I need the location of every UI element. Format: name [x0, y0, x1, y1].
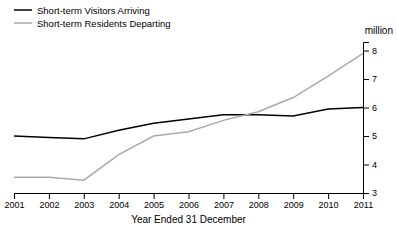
y-tick-mark	[363, 51, 369, 52]
x-tick-label: 2009	[284, 200, 304, 210]
x-tick-mark	[14, 193, 15, 199]
legend-label: Short-term Visitors Arriving	[37, 5, 150, 16]
x-axis: 2001 2002 2003 2004 2005 2006 2007 2008 2009 2010…	[4, 193, 373, 210]
x-tick-label: 2010	[319, 200, 339, 210]
x-tick-mark	[84, 193, 85, 199]
x-tick-mark	[293, 193, 294, 199]
x-tick: 2007	[214, 193, 234, 210]
x-tick-label: 2006	[179, 200, 199, 210]
y-tick-mark	[363, 79, 369, 80]
x-tick-label: 2007	[214, 200, 234, 210]
x-tick-mark	[154, 193, 155, 199]
x-tick: 2008	[249, 193, 269, 210]
chart: 2001 2002 2003 2004 2005 2006 2007 2008 2009 2010…	[0, 0, 397, 227]
y-tick-label: 4	[372, 160, 377, 170]
y-tick-label: 6	[372, 103, 377, 113]
x-tick: 2005	[144, 193, 164, 210]
x-tick: 2003	[74, 193, 94, 210]
legend-swatch	[14, 9, 32, 11]
lines	[14, 53, 363, 180]
x-tick: 2006	[179, 193, 199, 210]
x-tick: 2011	[354, 193, 373, 210]
x-axis-label: Year Ended 31 December	[131, 214, 246, 225]
legend-item: Short-term Residents Departing	[14, 18, 171, 29]
x-tick-label: 2003	[74, 200, 94, 210]
y-tick-mark	[363, 165, 369, 166]
y-tick: 4	[363, 160, 377, 170]
y-tick-label: 3	[372, 188, 377, 198]
x-tick-label: 2005	[144, 200, 164, 210]
y-tick-mark	[363, 193, 369, 194]
x-tick-label: 2008	[249, 200, 269, 210]
legend-swatch	[14, 22, 32, 24]
y-tick-mark	[363, 136, 369, 137]
x-tick: 2001	[4, 193, 24, 210]
y-tick-mark	[363, 108, 369, 109]
y-tick-label: 7	[372, 74, 377, 84]
x-tick: 2009	[284, 193, 304, 210]
x-tick-label: 2004	[109, 200, 129, 210]
y-tick: 7	[363, 74, 377, 84]
plot-area: 2001 2002 2003 2004 2005 2006 2007 2008 2009 2010…	[4, 43, 377, 211]
legend-item: Short-term Visitors Arriving	[14, 5, 150, 16]
x-tick-label: 2002	[39, 200, 59, 210]
x-tick: 2010	[319, 193, 339, 210]
y-tick: 3	[363, 188, 377, 198]
x-tick-label: 2011	[354, 200, 373, 210]
y-axis-line	[364, 43, 370, 194]
x-tick-mark	[189, 193, 190, 199]
y-tick: 5	[363, 131, 377, 141]
y-axis: 3 4 5 6 7 8	[363, 43, 377, 199]
y-tick: 6	[363, 103, 377, 113]
x-tick-label: 2001	[4, 200, 24, 210]
x-tick-mark	[49, 193, 50, 199]
x-tick-mark	[258, 193, 259, 199]
y-tick-label: 8	[372, 46, 377, 56]
series-line	[14, 108, 363, 139]
x-tick-mark	[119, 193, 120, 199]
y-tick: 8	[363, 46, 377, 56]
x-axis-line	[15, 194, 364, 200]
y-tick-label: 5	[372, 131, 377, 141]
x-tick-mark	[328, 193, 329, 199]
x-tick: 2004	[109, 193, 129, 210]
series-line	[14, 53, 363, 180]
legend: Short-term Visitors Arriving Short-term R…	[14, 5, 171, 29]
x-tick: 2002	[39, 193, 59, 210]
y-axis-label: million	[365, 25, 393, 36]
x-tick-mark	[223, 193, 224, 199]
legend-label: Short-term Residents Departing	[37, 18, 171, 29]
